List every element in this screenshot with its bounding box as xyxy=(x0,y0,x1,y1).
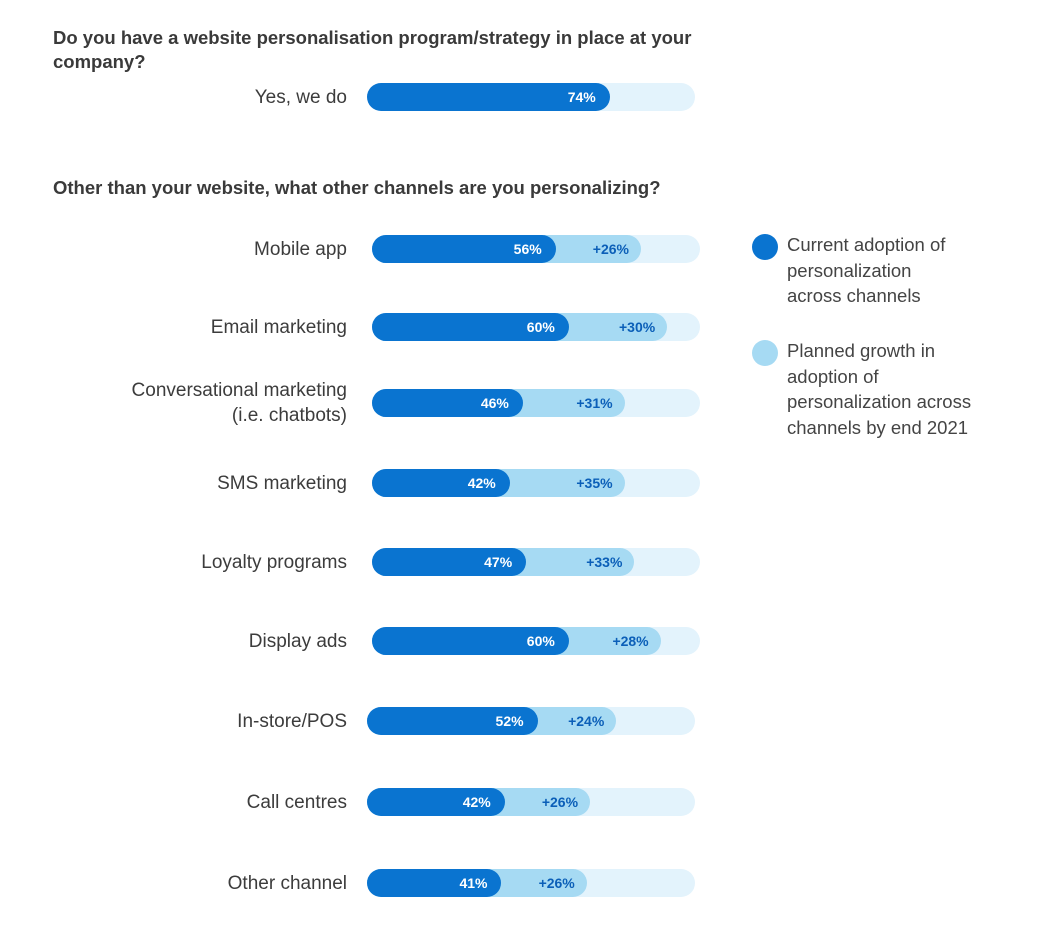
legend-swatch-current xyxy=(752,234,778,260)
category-line: Email marketing xyxy=(210,316,347,338)
bar-current xyxy=(367,788,505,816)
bar-track: 60% +30% xyxy=(372,313,700,341)
data-label-current: 74% xyxy=(567,89,596,105)
bar-track: 41% +26% xyxy=(367,869,695,897)
category-line: Mobile app xyxy=(254,238,347,260)
category-label: SMS marketing xyxy=(27,471,347,496)
data-label-planned: +24% xyxy=(568,713,605,729)
bar-track: 46% +31% xyxy=(372,389,700,417)
data-label-planned: +26% xyxy=(538,875,575,891)
category-label: Yes, we do xyxy=(27,85,347,110)
bar-current xyxy=(372,469,510,497)
category-line: (i.e. chatbots) xyxy=(231,405,347,426)
category-line: Yes, we do xyxy=(254,86,347,108)
category-label: Loyalty programs xyxy=(27,550,347,575)
data-label-planned: +33% xyxy=(586,554,623,570)
legend-line: Current adoption of xyxy=(787,234,946,255)
data-label-current: 42% xyxy=(467,475,496,491)
bar-track: 47% +33% xyxy=(372,548,700,576)
legend-line: channels by end 2021 xyxy=(787,416,969,438)
category-line: Display ads xyxy=(248,630,347,652)
data-label-current: 60% xyxy=(526,633,555,649)
data-label-planned: +30% xyxy=(619,319,656,335)
category-line: Call centres xyxy=(246,791,347,813)
bar-track: 60% +28% xyxy=(372,627,700,655)
data-label-planned: +28% xyxy=(612,633,649,649)
category-label: Call centres xyxy=(27,790,347,815)
data-label-current: 46% xyxy=(480,395,509,411)
legend-line: adoption of xyxy=(787,365,879,387)
bar-current xyxy=(372,548,527,576)
question-1-title: Do you have a website personalisation pr… xyxy=(53,27,692,72)
bar-track: 52% +24% xyxy=(367,707,695,735)
bar-current xyxy=(372,389,523,417)
data-label-current: 52% xyxy=(495,713,524,729)
data-label-current: 47% xyxy=(484,554,513,570)
category-line: Other channel xyxy=(227,872,347,894)
bar-track: 42% +26% xyxy=(367,788,695,816)
legend-line: across channels xyxy=(787,285,921,306)
category-line: SMS marketing xyxy=(217,472,347,494)
category-label: Email marketing xyxy=(27,315,347,340)
data-label-current: 56% xyxy=(513,241,542,257)
data-label-current: 41% xyxy=(459,875,488,891)
category-line: Loyalty programs xyxy=(201,551,347,573)
bar-current xyxy=(372,235,556,263)
bar-current xyxy=(367,83,610,111)
data-label-planned: +26% xyxy=(592,241,629,257)
data-label-planned: +31% xyxy=(576,395,613,411)
legend-swatch-planned xyxy=(752,340,778,366)
legend-line: personalization across xyxy=(787,391,972,412)
bar-current xyxy=(372,313,569,341)
data-label-current: 42% xyxy=(462,794,491,810)
category-label: Conversational marketing (i.e. chatbots) xyxy=(27,378,347,428)
data-label-planned: +35% xyxy=(576,475,613,491)
category-label: Other channel xyxy=(27,871,347,896)
data-label-current: 60% xyxy=(526,319,555,335)
category-label: In-store/POS xyxy=(27,709,347,734)
bar-current xyxy=(367,707,538,735)
category-label: Display ads xyxy=(27,629,347,654)
bar-current xyxy=(367,869,502,897)
legend-label-planned: Planned growth in adoption of personaliz… xyxy=(787,338,1007,440)
category-line: Conversational marketing xyxy=(131,380,347,401)
category-label: Mobile app xyxy=(27,237,347,262)
bar-track: 42% +35% xyxy=(372,469,700,497)
legend-line: Planned growth in xyxy=(787,340,936,361)
category-line: In-store/POS xyxy=(237,710,347,732)
bar-current xyxy=(372,627,569,655)
question-2-title: Other than your website, what other chan… xyxy=(53,177,661,198)
legend-label-current: Current adoption of personalization acro… xyxy=(787,232,1007,309)
bar-track: 56% +26% xyxy=(372,235,700,263)
bar-track: 74% xyxy=(367,83,695,111)
data-label-planned: +26% xyxy=(541,794,579,810)
legend-line: personalization xyxy=(787,259,912,281)
